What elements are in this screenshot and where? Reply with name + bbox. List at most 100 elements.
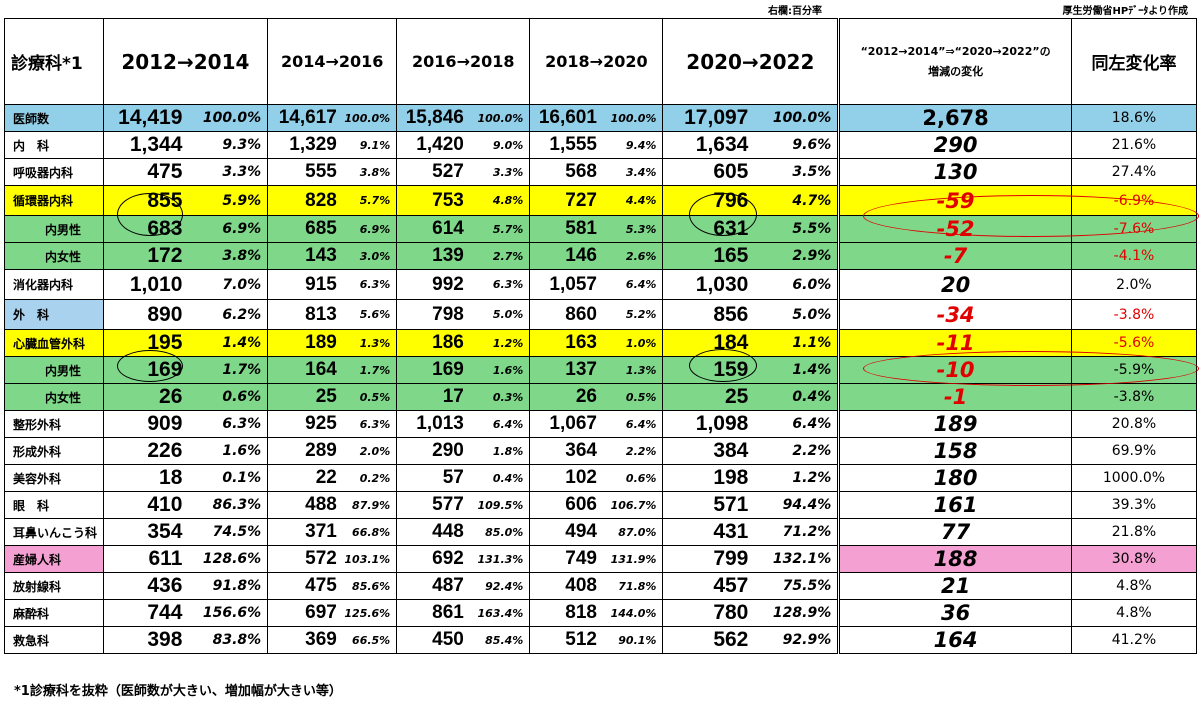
cell-change: 189 (837, 410, 1072, 438)
cell-change: -11 (837, 329, 1072, 357)
cell-share-period-4: 2.6% (600, 242, 664, 270)
cell-count-period-5: 184 (662, 329, 753, 357)
cell-share-period-2: 0.2% (340, 464, 398, 492)
cell-count-period-5: 796 (662, 185, 753, 216)
cell-count-period-3: 577 (396, 491, 468, 519)
cell-count-period-1: 172 (102, 242, 187, 270)
cell-share-period-4: 9.4% (600, 131, 664, 159)
cell-share-period-2: 6.3% (340, 269, 398, 300)
cell-count-period-3: 992 (396, 269, 468, 300)
cell-share-period-5: 2.9% (752, 242, 840, 270)
cell-count-period-5: 780 (662, 599, 753, 627)
cell-count-period-3: 139 (396, 242, 468, 270)
cell-share-period-5: 2.2% (752, 437, 840, 465)
row-dept-name: 呼吸器内科 (4, 158, 104, 186)
cell-count-period-2: 697 (267, 599, 341, 627)
cell-share-period-4: 144.0% (600, 599, 664, 627)
cell-share-period-3: 109.5% (467, 491, 531, 519)
cell-share-period-3: 6.4% (467, 410, 531, 438)
table-row: 循環器内科 855 5.9% 828 5.7% 753 4.8% 727 4.4% 796 4.7%… (4, 185, 1198, 216)
row-dept-name: 外 科 (4, 299, 104, 330)
cell-count-period-4: 163 (529, 329, 601, 357)
row-dept-name: 消化器内科 (4, 269, 104, 300)
table-row: 放射線科 436 91.8% 475 85.6% 487 92.4% 408 71.8% 457 7… (4, 572, 1198, 600)
cell-change-rate: 4.8% (1070, 599, 1198, 627)
cell-change-rate: 39.3% (1070, 491, 1198, 519)
table-row: 耳鼻いんこう科 354 74.5% 371 66.8% 448 85.0% 494 87.0% 4… (4, 518, 1198, 546)
cell-share-period-3: 1.6% (467, 356, 531, 384)
cell-count-period-5: 431 (662, 518, 753, 546)
table-body: 医師数 14,419 100.0% 14,617 100.0% 15,846 100.0% 1… (4, 104, 1198, 654)
cell-share-period-4: 1.0% (600, 329, 664, 357)
cell-change: -1 (837, 383, 1072, 411)
cell-count-period-5: 562 (662, 626, 753, 654)
header-dept: 診療科*1 (4, 18, 104, 105)
table-row: 心臓血管外科 195 1.4% 189 1.3% 186 1.2% 163 1.0% 184 1.1… (4, 329, 1198, 357)
cell-share-period-4: 100.0% (600, 104, 664, 132)
row-dept-name: 麻酔科 (4, 599, 104, 627)
cell-share-period-2: 103.1% (340, 545, 398, 573)
row-dept-name: 心臓血管外科 (4, 329, 104, 357)
cell-count-period-5: 457 (662, 572, 753, 600)
physician-count-table: 診療科*1 2012→2014 2014→2016 2016→2018 2018… (4, 18, 1198, 654)
cell-count-period-2: 1,329 (267, 131, 341, 159)
cell-change-rate: 21.8% (1070, 518, 1198, 546)
table-row: 救急科 398 83.8% 369 66.5% 450 85.4% 512 90.1% 562 92… (4, 626, 1198, 654)
cell-count-period-4: 581 (529, 215, 601, 243)
table-row: 美容外科 18 0.1% 22 0.2% 57 0.4% 102 0.6% 198 1.2% 180 1… (4, 464, 1198, 492)
cell-share-period-1: 1.6% (186, 437, 269, 465)
cell-share-period-4: 106.7% (600, 491, 664, 519)
table-row: 形成外科 226 1.6% 289 2.0% 290 1.8% 364 2.2% 384 2.2% 1… (4, 437, 1198, 465)
cell-change-rate: 41.2% (1070, 626, 1198, 654)
cell-share-period-2: 6.3% (340, 410, 398, 438)
cell-share-period-1: 6.3% (186, 410, 269, 438)
header-change-line1: “2012→2014”⇒“2020→2022”の (860, 44, 1051, 58)
cell-count-period-4: 568 (529, 158, 601, 186)
table-row: 医師数 14,419 100.0% 14,617 100.0% 15,846 100.0% 1… (4, 104, 1198, 132)
cell-count-period-5: 799 (662, 545, 753, 573)
cell-share-period-5: 6.0% (752, 269, 840, 300)
cell-share-period-3: 85.0% (467, 518, 531, 546)
cell-share-period-5: 1.4% (752, 356, 840, 384)
cell-change-rate: 1000.0% (1070, 464, 1198, 492)
cell-count-period-4: 727 (529, 185, 601, 216)
cell-count-period-1: 1,344 (102, 131, 187, 159)
cell-count-period-3: 15,846 (396, 104, 468, 132)
cell-share-period-1: 9.3% (186, 131, 269, 159)
cell-change: -7 (837, 242, 1072, 270)
table-row: 産婦人科 611 128.6% 572 103.1% 692 131.3% 749 131.9%… (4, 545, 1198, 573)
cell-share-period-1: 6.2% (186, 299, 269, 330)
cell-count-period-2: 475 (267, 572, 341, 600)
cell-share-period-3: 85.4% (467, 626, 531, 654)
cell-share-period-4: 0.5% (600, 383, 664, 411)
table-row: 内男性 169 1.7% 164 1.7% 169 1.6% 137 1.3% 159 1.4% -1… (4, 356, 1198, 384)
cell-share-period-3: 5.0% (467, 299, 531, 330)
header-period-2: 2014→2016 (267, 18, 398, 105)
cell-share-period-5: 6.4% (752, 410, 840, 438)
row-dept-name: 産婦人科 (4, 545, 104, 573)
cell-share-period-3: 0.3% (467, 383, 531, 411)
cell-change-rate: -5.9% (1070, 356, 1198, 384)
cell-share-period-1: 0.1% (186, 464, 269, 492)
cell-share-period-5: 9.6% (752, 131, 840, 159)
cell-count-period-1: 436 (102, 572, 187, 600)
cell-share-period-2: 85.6% (340, 572, 398, 600)
cell-share-period-4: 5.2% (600, 299, 664, 330)
cell-share-period-1: 128.6% (186, 545, 269, 573)
cell-share-period-4: 3.4% (600, 158, 664, 186)
row-dept-name: 内女性 (4, 383, 104, 411)
cell-change: 2,678 (837, 104, 1072, 132)
cell-count-period-1: 18 (102, 464, 187, 492)
row-dept-name: 眼 科 (4, 491, 104, 519)
cell-count-period-1: 611 (102, 545, 187, 573)
cell-count-period-2: 813 (267, 299, 341, 330)
cell-share-period-5: 3.5% (752, 158, 840, 186)
cell-count-period-3: 861 (396, 599, 468, 627)
cell-count-period-1: 1,010 (102, 269, 187, 300)
cell-share-period-5: 1.2% (752, 464, 840, 492)
cell-share-period-3: 6.3% (467, 269, 531, 300)
row-dept-name: 内 科 (4, 131, 104, 159)
cell-share-period-3: 163.4% (467, 599, 531, 627)
row-dept-name: 整形外科 (4, 410, 104, 438)
cell-count-period-4: 1,067 (529, 410, 601, 438)
